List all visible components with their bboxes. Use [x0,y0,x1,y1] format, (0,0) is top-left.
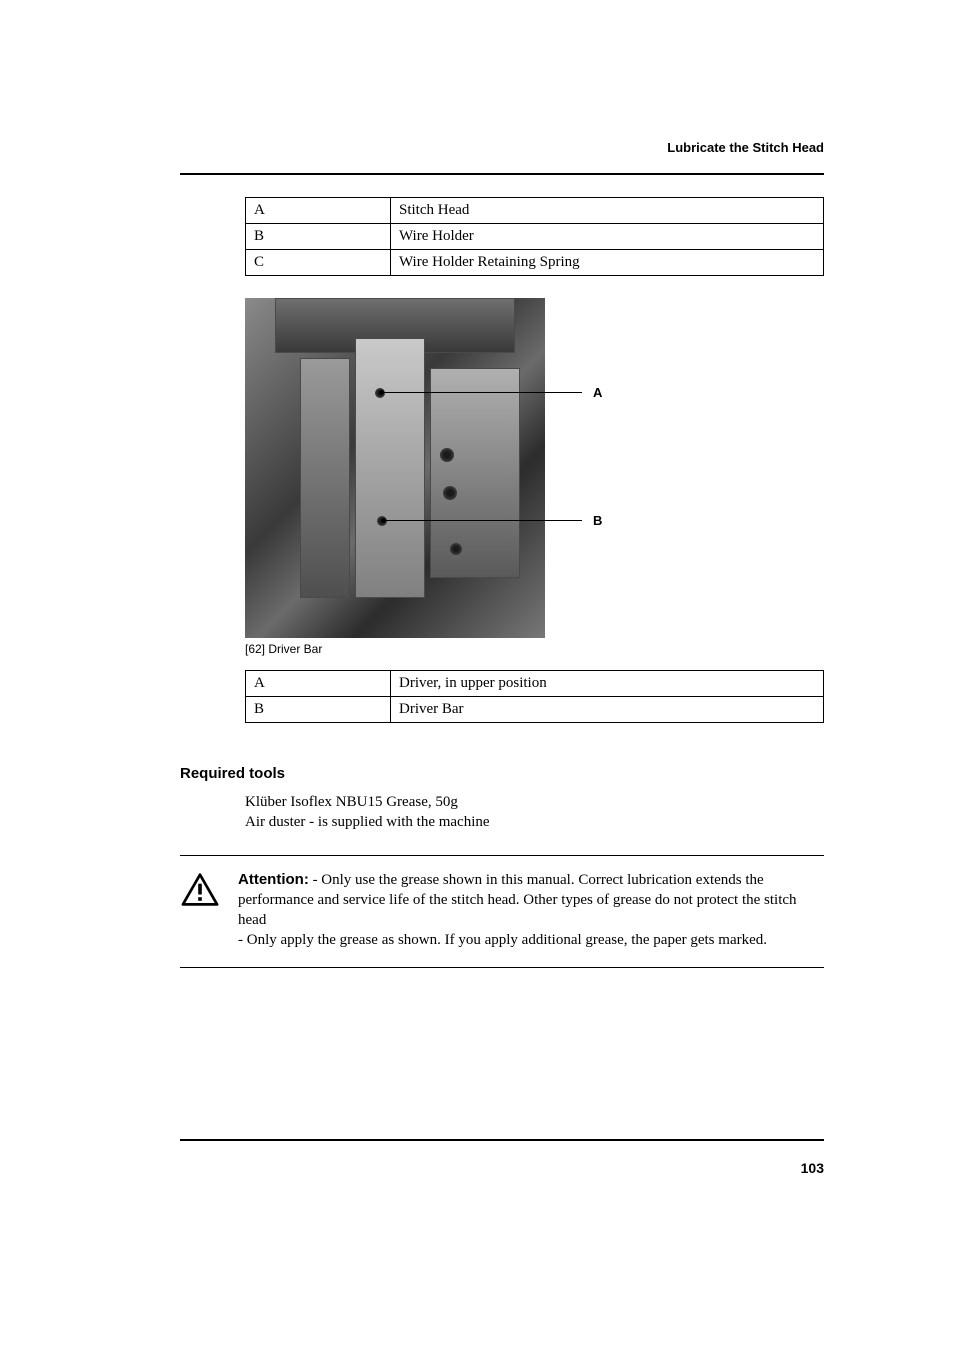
figure-driver-bar: A B [245,298,824,638]
table-cell-val: Wire Holder Retaining Spring [391,250,824,276]
table-row: A Driver, in upper position [246,671,824,697]
figure-image [245,298,545,638]
tools-line: Air duster - is supplied with the machin… [245,812,824,832]
callout-label-b: B [593,513,602,528]
table-cell-val: Driver, in upper position [391,671,824,697]
header-rule [180,173,824,175]
attention-label: Attention: [238,871,309,888]
tools-line: Klüber Isoflex NBU15 Grease, 50g [245,792,824,812]
required-tools-heading: Required tools [180,765,824,782]
table-row: A Stitch Head [246,198,824,224]
attention-body-2: - Only apply the grease as shown. If you… [238,932,767,948]
table-cell-key: B [246,224,391,250]
page-header-title: Lubricate the Stitch Head [180,140,824,155]
callout-line-a [382,392,582,393]
attention-rule-bottom [180,967,824,968]
table-row: C Wire Holder Retaining Spring [246,250,824,276]
table-cell-val: Stitch Head [391,198,824,224]
page-number: 103 [801,1160,824,1176]
warning-bang-bar [198,883,202,894]
attention-rule-top [180,855,824,856]
footer-rule [180,1139,824,1141]
definitions-table-2: A Driver, in upper position B Driver Bar [245,670,824,723]
table-cell-key: A [246,198,391,224]
definitions-table-1: A Stitch Head B Wire Holder C Wire Holde… [245,197,824,276]
warning-triangle-icon [180,872,220,908]
callout-label-a: A [593,385,602,400]
attention-text: Attention: - Only use the grease shown i… [238,870,824,951]
table-cell-key: B [246,697,391,723]
table-row: B Wire Holder [246,224,824,250]
table-cell-val: Driver Bar [391,697,824,723]
figure-caption: [62] Driver Bar [245,642,824,656]
attention-body-1: - Only use the grease shown in this manu… [238,872,797,929]
callout-line-b [384,520,582,521]
attention-block: Attention: - Only use the grease shown i… [180,870,824,951]
table-cell-key: A [246,671,391,697]
table-cell-key: C [246,250,391,276]
warning-bang-dot [198,897,202,901]
table-row: B Driver Bar [246,697,824,723]
table-cell-val: Wire Holder [391,224,824,250]
